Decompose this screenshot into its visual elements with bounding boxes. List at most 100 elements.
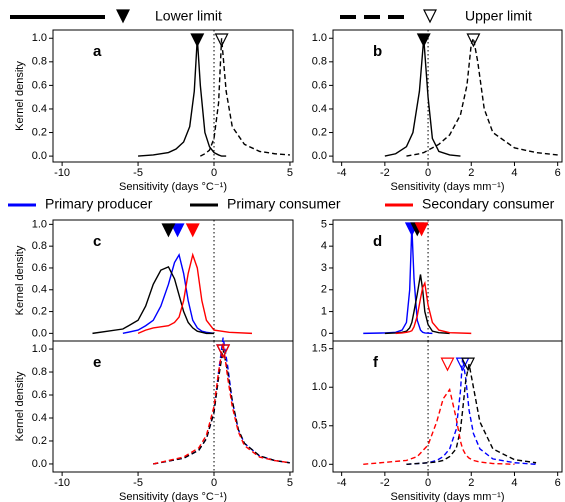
- density-line: [153, 348, 291, 465]
- density-line: [153, 343, 291, 465]
- x-tick-label: -5: [133, 167, 143, 179]
- legend-label: Primary consumer: [227, 196, 341, 212]
- y-tick-label: 0.6: [32, 389, 47, 401]
- x-axis-label: Sensitivity (days mm⁻¹): [391, 181, 505, 193]
- density-line: [363, 387, 515, 465]
- panel-label: a: [93, 43, 102, 60]
- x-tick-label: 0: [211, 167, 217, 179]
- median-marker: [216, 344, 231, 359]
- legend-label: Primary producer: [45, 196, 153, 212]
- y-tick-label: 2: [321, 284, 327, 296]
- density-line: [406, 363, 537, 465]
- median-marker: [170, 223, 185, 238]
- legend-label: Secondary consumer: [422, 196, 555, 212]
- y-tick-label: 1.0: [32, 343, 47, 355]
- density-line: [137, 252, 253, 335]
- panel: 0.0 0.5 1.0 1.5 -4 -2 0 2 4 6 Sensitivity (days mm…: [312, 340, 563, 502]
- legend-marker: [423, 9, 437, 24]
- x-tick-label: 0: [425, 167, 431, 179]
- panel-label: d: [373, 233, 382, 250]
- x-tick-label: -4: [337, 477, 347, 489]
- x-tick-label: 5: [287, 477, 293, 489]
- y-tick-label: 0.5: [312, 420, 327, 432]
- plot-frame: [332, 219, 563, 342]
- panel-label: f: [373, 354, 379, 371]
- y-tick-label: 0: [321, 327, 327, 339]
- panel-label: c: [93, 233, 101, 250]
- density-line: [200, 38, 291, 157]
- x-tick-label: -2: [380, 167, 390, 179]
- panel: 0.0 0.2 0.4 0.6 0.8 1.0 -10 -5 0 5 Sensitivity (da…: [14, 29, 294, 193]
- y-tick-label: 0.4: [312, 103, 327, 115]
- legend-marker: [116, 9, 130, 24]
- median-marker: [440, 357, 455, 372]
- x-tick-label: -5: [133, 477, 143, 489]
- y-tick-label: 0.2: [312, 126, 327, 138]
- y-tick-label: 0.0: [312, 458, 327, 470]
- plot-frame: [52, 340, 294, 473]
- x-tick-label: 2: [468, 477, 474, 489]
- y-tick-label: 0.8: [312, 56, 327, 68]
- x-tick-label: 0: [211, 477, 217, 489]
- y-tick-label: 4: [321, 240, 327, 252]
- panel: 0.0 0.2 0.4 0.6 0.8 1.0 -4 -2 0 2 4 6 Sensitivity (d…: [312, 29, 563, 193]
- y-tick-label: 0.2: [32, 126, 47, 138]
- median-marker: [461, 357, 475, 372]
- x-tick-label: 2: [468, 167, 474, 179]
- y-axis-label: Kernel density: [14, 371, 26, 441]
- density-line: [406, 357, 537, 465]
- median-marker: [466, 33, 481, 48]
- median-marker: [414, 222, 429, 237]
- median-marker: [161, 223, 176, 238]
- y-tick-label: 0.0: [32, 327, 47, 339]
- density-line: [395, 280, 472, 335]
- panel: 0 1 2 3 4 5 d: [321, 218, 563, 342]
- median-marker: [190, 33, 205, 48]
- median-marker: [416, 33, 431, 48]
- y-tick-label: 1.0: [312, 32, 327, 44]
- plot-frame: [52, 29, 294, 163]
- y-tick-label: 0.8: [32, 240, 47, 252]
- panel-label: b: [373, 43, 382, 60]
- y-tick-label: 0.6: [32, 262, 47, 274]
- legend-label: Upper limit: [465, 8, 532, 24]
- y-tick-label: 0.4: [32, 412, 47, 424]
- plot-frame: [332, 340, 563, 473]
- y-axis-label: Kernel density: [14, 245, 26, 315]
- x-tick-label: 5: [287, 167, 293, 179]
- y-tick-label: 1: [321, 305, 327, 317]
- density-line: [384, 38, 461, 157]
- y-tick-label: 0.0: [32, 458, 47, 470]
- y-tick-label: 5: [321, 218, 327, 230]
- y-tick-label: 0.2: [32, 435, 47, 447]
- x-tick-label: 6: [555, 167, 561, 179]
- y-tick-label: 0.6: [32, 79, 47, 91]
- x-tick-label: -10: [54, 477, 70, 489]
- x-tick-label: 6: [555, 477, 561, 489]
- y-axis-label: Kernel density: [14, 61, 26, 131]
- y-tick-label: 0.6: [312, 79, 327, 91]
- y-tick-label: 0.4: [32, 284, 47, 296]
- x-tick-label: 4: [511, 477, 517, 489]
- y-tick-label: 3: [321, 262, 327, 274]
- median-marker: [185, 223, 200, 238]
- y-tick-label: 0.2: [32, 305, 47, 317]
- y-tick-label: 0.0: [312, 150, 327, 162]
- y-tick-label: 1.0: [312, 381, 327, 393]
- y-tick-label: 0.8: [32, 366, 47, 378]
- x-tick-label: 4: [511, 167, 517, 179]
- x-tick-label: -2: [380, 477, 390, 489]
- x-tick-label: -4: [337, 167, 347, 179]
- x-axis-label: Sensitivity (days mm⁻¹): [391, 491, 505, 502]
- y-tick-label: 1.5: [312, 343, 327, 355]
- density-line: [122, 253, 215, 335]
- density-line: [384, 274, 450, 335]
- y-tick-label: 1.0: [32, 32, 47, 44]
- plot-frame: [332, 29, 563, 163]
- x-tick-label: -10: [54, 167, 70, 179]
- density-line: [92, 265, 215, 335]
- x-axis-label: Sensitivity (days °C⁻¹): [119, 491, 227, 502]
- y-tick-label: 0.8: [32, 56, 47, 68]
- panel: 0.0 0.2 0.4 0.6 0.8 1.0 Kernel density c: [14, 218, 294, 342]
